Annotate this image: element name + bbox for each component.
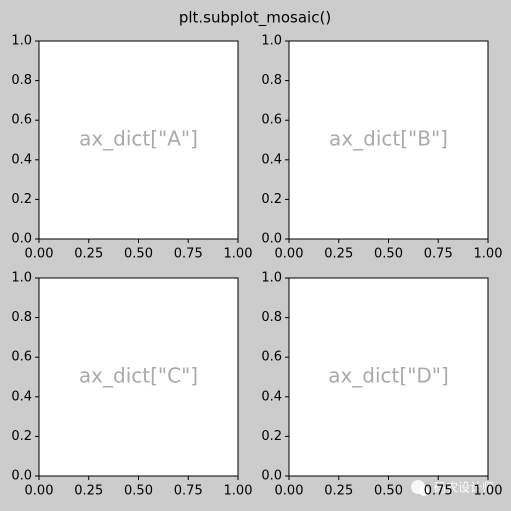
x-tick-label: 0.50	[374, 484, 403, 499]
x-tick-label: 0.50	[374, 247, 403, 262]
watermark: 码农设计师	[434, 481, 494, 495]
axes-background	[288, 277, 489, 477]
axes-background	[38, 40, 239, 240]
x-tick-label: 0.00	[25, 484, 54, 499]
y-tick-label: 1.0	[261, 34, 282, 49]
figure-title: plt.subplot_mosaic()	[179, 9, 331, 28]
x-tick-label: 1.00	[224, 247, 253, 262]
y-tick-label: 0.2	[261, 192, 282, 207]
annotation: ax_dict["C"]	[79, 364, 198, 388]
y-tick-label: 1.0	[11, 271, 32, 286]
y-tick-label: 0.0	[261, 232, 282, 247]
x-tick-label: 0.25	[74, 484, 103, 499]
x-tick-label: 0.25	[324, 484, 353, 499]
y-tick-label: 0.6	[261, 113, 282, 128]
y-tick-label: 0.4	[261, 152, 282, 167]
y-tick-label: 0.8	[11, 310, 32, 325]
x-tick-label: 1.00	[224, 484, 253, 499]
x-tick-label: 0.00	[275, 484, 304, 499]
y-tick-label: 1.0	[261, 271, 282, 286]
y-tick-label: 0.0	[261, 469, 282, 484]
y-tick-label: 0.4	[11, 389, 32, 404]
y-tick-label: 0.4	[11, 152, 32, 167]
watermark-icon	[411, 480, 429, 496]
y-tick-label: 0.2	[261, 429, 282, 444]
y-tick-label: 0.6	[11, 350, 32, 365]
y-tick-label: 0.2	[11, 192, 32, 207]
y-tick-label: 0.0	[11, 232, 32, 247]
y-tick-label: 0.2	[11, 429, 32, 444]
axes-background	[38, 277, 239, 477]
x-tick-label: 1.00	[474, 484, 503, 499]
x-tick-label: 0.50	[124, 484, 153, 499]
x-tick-label: 0.75	[174, 247, 203, 262]
x-tick-label: 0.00	[25, 247, 54, 262]
annotation: ax_dict["D"]	[328, 364, 449, 388]
x-tick-label: 0.75	[174, 484, 203, 499]
y-tick-label: 0.8	[261, 73, 282, 88]
x-tick-label: 0.75	[424, 484, 453, 499]
x-tick-label: 1.00	[474, 247, 503, 262]
y-tick-label: 1.0	[11, 34, 32, 49]
x-tick-label: 0.00	[275, 247, 304, 262]
x-tick-label: 0.25	[74, 247, 103, 262]
y-tick-label: 0.8	[11, 73, 32, 88]
y-tick-label: 0.6	[11, 113, 32, 128]
y-tick-label: 0.8	[261, 310, 282, 325]
x-tick-label: 0.75	[424, 247, 453, 262]
annotation: ax_dict["A"]	[79, 127, 198, 151]
axes-background	[288, 40, 489, 240]
y-tick-label: 0.0	[11, 469, 32, 484]
annotation: ax_dict["B"]	[329, 127, 448, 151]
y-tick-label: 0.6	[261, 350, 282, 365]
x-tick-label: 0.50	[124, 247, 153, 262]
y-tick-label: 0.4	[261, 389, 282, 404]
x-tick-label: 0.25	[324, 247, 353, 262]
